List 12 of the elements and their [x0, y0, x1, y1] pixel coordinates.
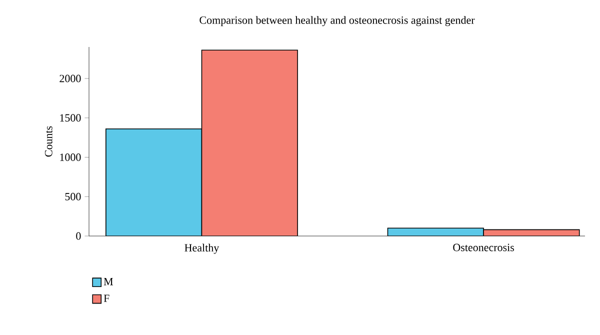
y-axis-title: Counts [44, 126, 52, 157]
y-tick-label: 2000 [60, 74, 81, 82]
chart-title: Comparison between healthy and osteonecrosis against gender [200, 16, 475, 26]
y-tick-label: 500 [65, 192, 81, 200]
y-tick-label: 1500 [60, 114, 81, 122]
legend-label: F [104, 294, 110, 302]
y-tick-label: 0 [76, 232, 81, 240]
x-tick-label: Healthy [184, 244, 220, 254]
legend-label: M [104, 278, 113, 286]
x-tick-label: Osteonecrosis [453, 244, 514, 252]
y-tick-label: 1000 [60, 154, 81, 161]
bar [106, 128, 202, 236]
